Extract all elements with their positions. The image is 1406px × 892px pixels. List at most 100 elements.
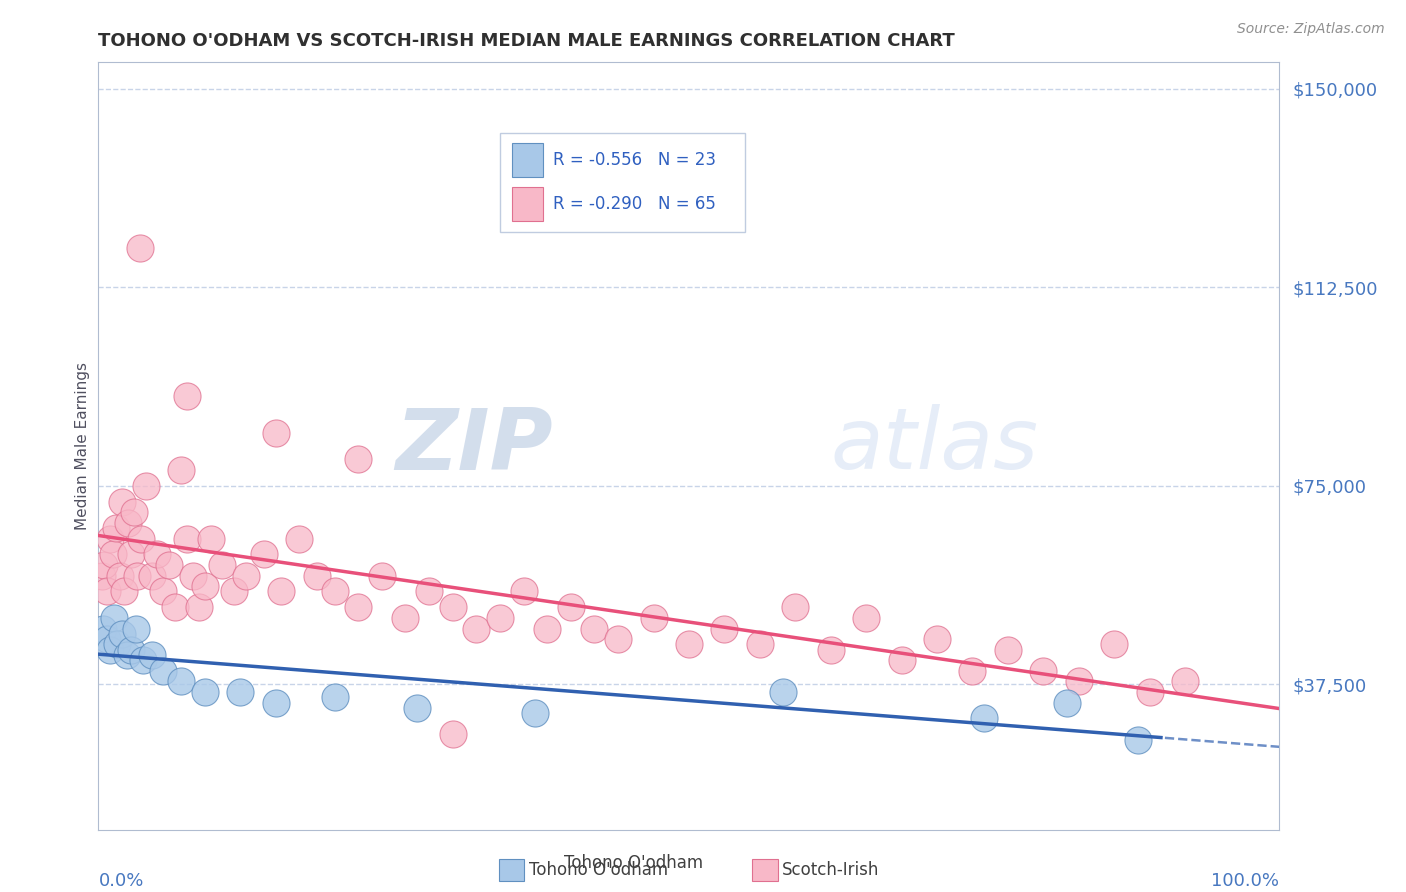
Point: [211, 558, 233, 572]
Point: [489, 611, 512, 625]
Point: [101, 548, 124, 562]
Point: [855, 611, 877, 625]
Point: [152, 664, 174, 678]
Text: R = -0.290   N = 65: R = -0.290 N = 65: [553, 195, 716, 213]
Point: [91, 568, 114, 582]
Point: [111, 627, 134, 641]
Point: [96, 632, 118, 646]
Text: 100.0%: 100.0%: [1212, 871, 1279, 889]
Point: [607, 632, 630, 646]
Point: [127, 568, 149, 582]
Text: atlas: atlas: [831, 404, 1039, 488]
Point: [229, 685, 252, 699]
Point: [93, 558, 115, 572]
Point: [187, 600, 209, 615]
Point: [772, 685, 794, 699]
Point: [962, 664, 984, 678]
Point: [406, 701, 429, 715]
Point: [441, 727, 464, 741]
Text: ZIP: ZIP: [395, 404, 553, 488]
Point: [536, 622, 558, 636]
Point: [115, 648, 138, 662]
Point: [98, 532, 121, 546]
Y-axis label: Median Male Earnings: Median Male Earnings: [75, 362, 90, 530]
Point: [235, 568, 257, 582]
Point: [141, 568, 163, 582]
Point: [713, 622, 735, 636]
Point: [103, 611, 125, 625]
Point: [305, 568, 328, 582]
Point: [512, 584, 534, 599]
Point: [347, 452, 370, 467]
Point: [132, 653, 155, 667]
Point: [323, 584, 346, 599]
Point: [785, 600, 807, 615]
Point: [997, 642, 1019, 657]
Point: [181, 568, 204, 582]
Text: Scotch-Irish: Scotch-Irish: [782, 861, 879, 880]
Point: [121, 548, 143, 562]
Text: Tohono O'odham: Tohono O'odham: [529, 861, 668, 880]
Point: [108, 568, 131, 582]
Point: [105, 637, 128, 651]
Point: [157, 558, 180, 572]
Point: [194, 579, 217, 593]
Point: [264, 425, 287, 440]
Point: [135, 478, 157, 492]
Point: [270, 584, 292, 599]
Point: [288, 532, 311, 546]
Point: [347, 600, 370, 615]
Point: [121, 642, 143, 657]
Point: [111, 494, 134, 508]
Point: [264, 696, 287, 710]
Point: [465, 622, 488, 636]
Text: Tohono O'odham: Tohono O'odham: [564, 855, 703, 872]
Point: [176, 532, 198, 546]
Point: [128, 241, 150, 255]
Point: [96, 584, 118, 599]
Point: [165, 600, 187, 615]
Point: [105, 521, 128, 535]
Point: [170, 674, 193, 689]
Point: [129, 532, 152, 546]
Text: 0.0%: 0.0%: [98, 871, 143, 889]
Point: [98, 642, 121, 657]
Point: [141, 648, 163, 662]
Point: [560, 600, 582, 615]
Point: [418, 584, 440, 599]
Point: [1056, 696, 1078, 710]
Point: [925, 632, 948, 646]
Text: Source: ZipAtlas.com: Source: ZipAtlas.com: [1237, 22, 1385, 37]
Point: [91, 622, 114, 636]
Point: [643, 611, 665, 625]
Point: [253, 548, 276, 562]
Point: [1102, 637, 1125, 651]
Point: [524, 706, 547, 721]
Point: [371, 568, 394, 582]
Point: [112, 584, 135, 599]
Point: [820, 642, 842, 657]
Point: [170, 463, 193, 477]
Point: [194, 685, 217, 699]
Point: [1174, 674, 1197, 689]
Point: [973, 711, 995, 725]
Point: [125, 622, 148, 636]
Text: R = -0.556   N = 23: R = -0.556 N = 23: [553, 151, 716, 169]
Point: [890, 653, 912, 667]
Point: [117, 516, 139, 530]
Point: [152, 584, 174, 599]
Point: [583, 622, 606, 636]
Point: [200, 532, 222, 546]
Point: [122, 505, 145, 519]
Point: [441, 600, 464, 615]
Point: [176, 389, 198, 403]
Point: [1032, 664, 1054, 678]
Point: [146, 548, 169, 562]
Text: TOHONO O'ODHAM VS SCOTCH-IRISH MEDIAN MALE EARNINGS CORRELATION CHART: TOHONO O'ODHAM VS SCOTCH-IRISH MEDIAN MA…: [98, 32, 955, 50]
Point: [1139, 685, 1161, 699]
Point: [224, 584, 246, 599]
Point: [748, 637, 770, 651]
Point: [323, 690, 346, 705]
Point: [1067, 674, 1090, 689]
Point: [394, 611, 416, 625]
